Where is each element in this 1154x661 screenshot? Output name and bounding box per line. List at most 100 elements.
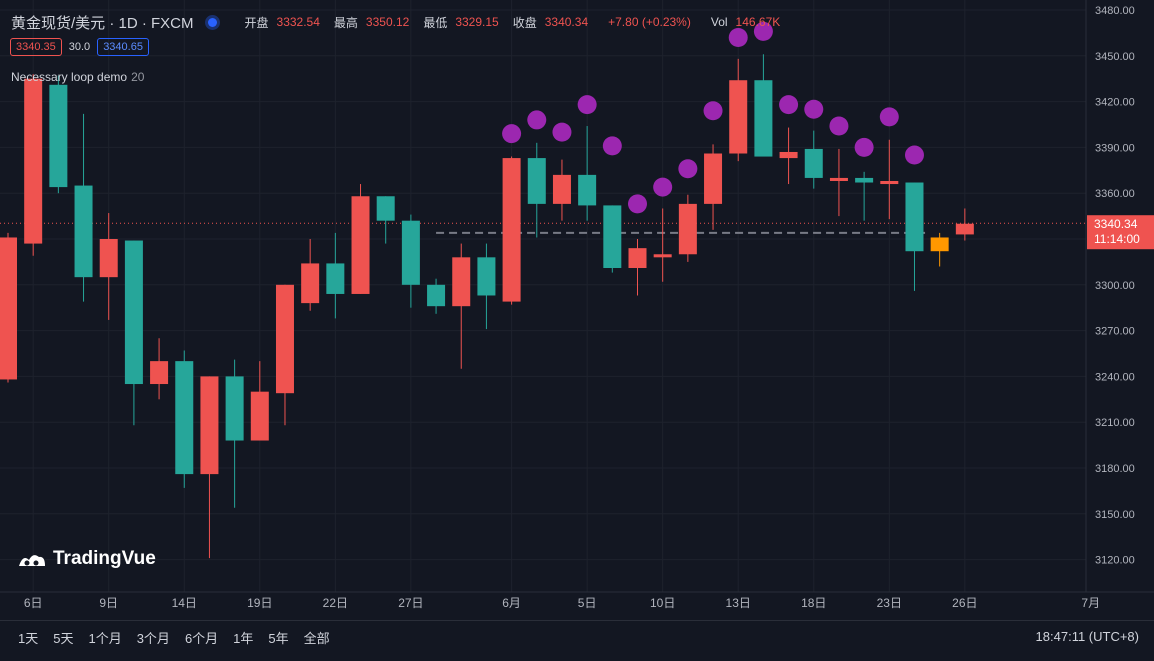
y-tick-label: 3180.00: [1095, 463, 1135, 475]
y-tick-label: 3360.00: [1095, 188, 1135, 200]
price-axis: [1086, 0, 1154, 592]
candle-body: [603, 205, 622, 269]
close-label: 收盘: [512, 15, 537, 30]
loop-marker: [753, 21, 773, 41]
timeframe-5y[interactable]: 5年: [268, 630, 289, 646]
candle-body: [24, 78, 43, 244]
live-status-icon: [207, 17, 217, 27]
x-tick-label: 6月: [502, 596, 521, 610]
bottom-toolbar: 1天 5天 1个月 3个月 6个月 1年 5年 全部 18:47:11 (UTC…: [0, 620, 1154, 653]
candle-body: [301, 263, 320, 304]
x-tick-label: 14日: [172, 596, 197, 610]
loop-marker: [779, 95, 799, 115]
ohlc-legend: 开盘 3332.54 最高 3350.12 最低 3329.15 收盘 3340…: [231, 14, 781, 31]
candle-body: [175, 361, 194, 475]
indicator-legend[interactable]: Necessary loop demo 20: [11, 70, 144, 84]
loop-marker: [879, 107, 899, 127]
loop-marker: [577, 95, 597, 115]
candle-body: [829, 177, 848, 181]
logo-icon: [19, 555, 45, 566]
timeframe-6m[interactable]: 6个月: [184, 630, 219, 646]
candle-body: [779, 151, 798, 159]
low-value: 3329.15: [455, 15, 499, 29]
high-value: 3350.12: [365, 15, 410, 29]
x-tick-label: 26日: [952, 596, 977, 610]
candle-body: [150, 361, 169, 385]
candle-body: [401, 220, 420, 285]
candle-body: [250, 391, 269, 441]
price-chart[interactable]: 3480.003450.003420.003390.003360.003330.…: [0, 0, 1154, 620]
candle-body: [376, 196, 395, 221]
candle-body: [124, 240, 143, 385]
timeframe-1d[interactable]: 1天: [18, 630, 39, 646]
y-tick-label: 3450.00: [1095, 51, 1135, 63]
quote-row: 3340.35 30.0 3340.65: [10, 38, 149, 56]
x-tick-label: 27日: [398, 596, 423, 610]
logo-text: TradingVue: [53, 548, 156, 569]
candle-body: [200, 376, 219, 475]
x-tick-label: 19日: [247, 596, 272, 610]
x-tick-label: 18日: [801, 596, 826, 610]
loop-marker: [728, 27, 748, 47]
price-tag: [1087, 215, 1154, 250]
candle-body: [225, 376, 244, 441]
timeframe-1y[interactable]: 1年: [233, 630, 254, 646]
y-tick-label: 3270.00: [1095, 326, 1135, 338]
spread-value: 30.0: [68, 41, 91, 53]
y-tick-label: 3120.00: [1095, 555, 1135, 567]
candle-body: [502, 158, 521, 302]
y-tick-label: 3480.00: [1095, 5, 1135, 17]
loop-marker: [527, 110, 547, 130]
x-tick-label: 7月: [1081, 596, 1100, 610]
candle-body: [804, 148, 823, 178]
timeframe-5d[interactable]: 5天: [53, 630, 74, 646]
candle-body: [49, 84, 68, 188]
candle-body: [0, 237, 17, 380]
candle-body: [855, 177, 874, 183]
symbol-title[interactable]: 黄金现货/美元 · 1D · FXCM: [11, 14, 194, 32]
candle-body: [704, 153, 723, 204]
candle-body: [653, 254, 672, 258]
y-tick-label: 3300.00: [1095, 280, 1135, 292]
loop-marker: [804, 99, 824, 119]
x-tick-label: 22日: [323, 596, 348, 610]
timeframe-1m[interactable]: 1个月: [88, 630, 122, 646]
volume-label: Vol: [710, 15, 728, 29]
indicator-name: Necessary loop demo: [11, 70, 128, 84]
change-value: +7.80 (+0.23%): [608, 15, 691, 29]
tradingvue-logo: TradingVue: [17, 548, 156, 570]
timeframe-all[interactable]: 全部: [303, 630, 330, 646]
loop-marker: [703, 101, 723, 121]
bid-price[interactable]: 3340.35: [10, 38, 62, 56]
y-tick-label: 3240.00: [1095, 371, 1135, 383]
open-label: 开盘: [244, 15, 269, 30]
ask-price[interactable]: 3340.65: [97, 38, 149, 56]
timeframe-3m[interactable]: 3个月: [136, 630, 170, 646]
candle-body: [955, 223, 974, 235]
open-value: 3332.54: [276, 15, 320, 29]
loop-marker: [678, 159, 698, 179]
timezone-clock[interactable]: 18:47:11 (UTC+8): [1035, 629, 1139, 644]
loop-marker: [829, 116, 849, 136]
candle-body: [905, 182, 924, 252]
y-tick-label: 3150.00: [1095, 509, 1135, 521]
loop-marker: [552, 122, 572, 142]
chart-header: 黄金现货/美元 · 1D · FXCM 开盘 3332.54 最高 3350.1…: [11, 8, 780, 36]
indicator-param: 20: [131, 70, 145, 84]
high-label: 最高: [333, 15, 358, 30]
y-tick-label: 3210.00: [1095, 417, 1135, 429]
loop-marker: [628, 194, 647, 214]
candle-body: [754, 80, 773, 157]
candle-body: [326, 263, 345, 294]
x-tick-label: 5日: [578, 596, 597, 610]
candle-body: [452, 257, 471, 307]
loop-marker: [653, 177, 673, 197]
low-label: 最低: [423, 15, 448, 30]
candle-body: [351, 196, 370, 294]
candle-body: [552, 174, 571, 204]
candle-body: [678, 203, 697, 255]
candle-body: [729, 80, 748, 154]
volume-value: 146.67K: [735, 15, 781, 29]
candle-body: [427, 284, 446, 307]
candle-body: [880, 180, 899, 185]
